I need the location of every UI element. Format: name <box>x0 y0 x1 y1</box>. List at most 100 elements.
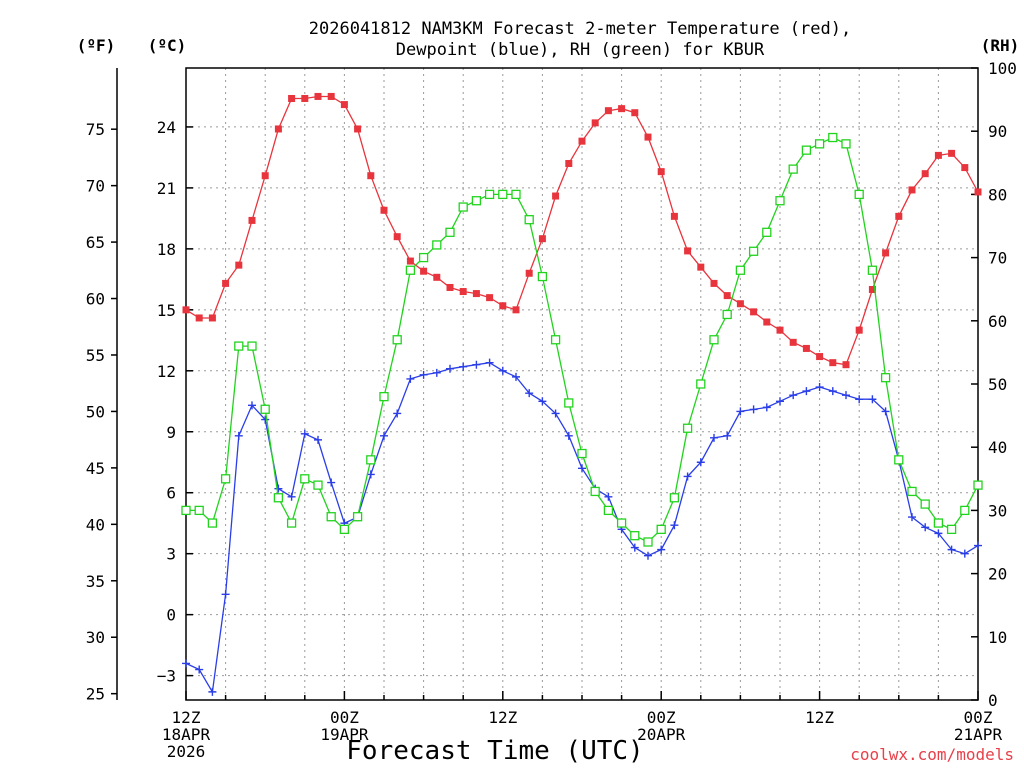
data-point <box>842 391 850 400</box>
data-point <box>195 314 203 322</box>
data-point <box>867 265 878 275</box>
series-rh <box>181 132 983 547</box>
data-point <box>947 545 956 554</box>
data-point <box>393 409 402 418</box>
data-point <box>327 92 335 100</box>
data-point <box>735 265 746 275</box>
data-point <box>499 302 507 310</box>
data-point <box>261 415 270 424</box>
data-point <box>537 271 548 282</box>
data-point <box>432 368 441 377</box>
data-point <box>684 247 692 255</box>
rh-tick-label: 60 <box>988 312 1007 331</box>
celsius-tick-label: −3 <box>157 667 176 686</box>
fahrenheit-tick-label: 50 <box>86 402 105 421</box>
data-point <box>380 431 388 440</box>
data-point <box>314 435 322 444</box>
data-point <box>749 405 758 414</box>
data-point <box>208 687 217 696</box>
data-point <box>776 326 784 334</box>
data-point <box>352 512 363 522</box>
data-point <box>288 94 296 102</box>
data-point <box>578 137 586 145</box>
data-point <box>485 358 494 367</box>
data-point <box>577 448 587 459</box>
data-point <box>564 398 574 408</box>
data-point <box>710 279 718 287</box>
data-point <box>181 505 191 516</box>
data-point <box>630 531 640 541</box>
data-point <box>775 196 785 206</box>
fahrenheit-tick-label: 55 <box>86 346 105 365</box>
data-point <box>750 308 758 316</box>
fahrenheit-tick-label: 45 <box>86 459 105 478</box>
data-point <box>802 387 811 396</box>
data-point <box>471 196 482 206</box>
data-point <box>260 404 270 414</box>
data-point <box>274 484 283 493</box>
data-point <box>895 212 903 220</box>
data-point <box>921 170 929 178</box>
data-point <box>405 265 416 275</box>
rh-tick-label: 80 <box>988 185 1007 204</box>
data-point <box>525 269 533 277</box>
data-point <box>920 499 930 509</box>
data-point <box>445 227 455 237</box>
data-point <box>816 353 824 361</box>
data-point <box>709 335 719 345</box>
data-point <box>829 359 837 367</box>
celsius-tick-label: 24 <box>157 118 176 137</box>
data-point <box>565 160 573 168</box>
data-point <box>379 391 389 402</box>
data-point <box>710 433 718 442</box>
celsius-tick-label: 9 <box>166 423 176 442</box>
data-point <box>511 189 521 200</box>
series-2-meter-temperature <box>182 92 982 369</box>
data-point <box>313 480 323 490</box>
data-point <box>590 486 600 497</box>
data-point <box>538 235 546 243</box>
fahrenheit-unit-label: (ºF) <box>77 36 116 55</box>
data-point <box>789 391 798 400</box>
data-point <box>644 551 652 560</box>
x-tick-label: 18APR <box>162 725 211 744</box>
data-point <box>433 273 441 281</box>
celsius-tick-label: 6 <box>166 484 176 503</box>
data-point <box>882 249 890 257</box>
data-point <box>868 395 877 404</box>
data-point <box>748 246 759 256</box>
data-point <box>340 101 348 109</box>
data-point <box>894 455 904 465</box>
data-point <box>195 665 204 674</box>
data-point <box>300 474 310 484</box>
data-point <box>300 429 309 438</box>
data-point <box>366 470 375 479</box>
data-point <box>234 341 244 351</box>
data-point <box>948 149 956 157</box>
x-axis-title: Forecast Time (UTC) <box>346 736 643 766</box>
data-point <box>974 541 982 550</box>
data-point <box>934 151 942 159</box>
data-point <box>657 545 666 554</box>
data-point <box>682 423 693 433</box>
celsius-tick-label: 15 <box>157 301 176 320</box>
data-point <box>736 407 745 416</box>
x-tick-label: 00Z <box>330 708 359 727</box>
data-point <box>512 306 520 314</box>
data-point <box>524 215 534 225</box>
data-point <box>247 341 257 351</box>
data-point <box>354 125 362 133</box>
data-point <box>222 279 230 287</box>
data-point <box>498 366 507 375</box>
fahrenheit-tick-label: 60 <box>86 290 105 309</box>
x-tick-label: 00Z <box>647 708 676 727</box>
data-point <box>550 335 561 345</box>
plot-frame <box>185 67 979 701</box>
data-point <box>616 518 627 528</box>
data-point <box>484 189 495 200</box>
data-point <box>643 537 653 547</box>
data-point <box>868 286 876 294</box>
data-point <box>934 529 943 538</box>
data-point <box>776 397 784 406</box>
